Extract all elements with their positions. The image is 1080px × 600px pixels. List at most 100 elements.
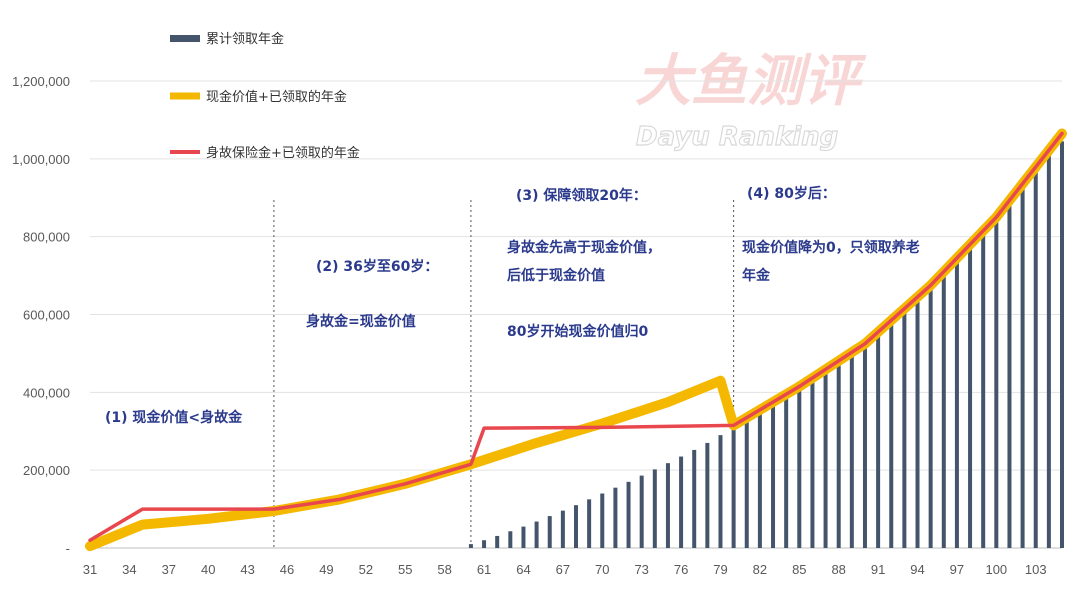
x-tick-label: 61	[477, 562, 491, 577]
y-tick-label: 400,000	[23, 385, 70, 400]
bar	[968, 244, 973, 548]
watermark-brand-en: Dayu Ranking	[636, 122, 838, 152]
annotation-period-3-title: (3) 保障领取20年：	[516, 187, 647, 204]
grid	[90, 80, 1062, 549]
x-tick-label: 37	[162, 562, 176, 577]
bar	[587, 499, 592, 548]
watermark: 大鱼测评 Dayu Ranking	[635, 49, 867, 153]
x-tick-label: 91	[871, 562, 885, 577]
bar	[1020, 184, 1025, 549]
x-tick-label: 58	[437, 562, 451, 577]
x-tick-label: 94	[910, 562, 924, 577]
bar	[652, 469, 657, 548]
annotation-period-4-title: (4) 80岁后：	[747, 185, 836, 202]
bar	[468, 544, 473, 548]
x-tick-label: 64	[516, 562, 530, 577]
x-tick-label: 97	[950, 562, 964, 577]
bar	[718, 435, 723, 548]
bar	[521, 526, 526, 548]
legend-swatch-bars	[170, 35, 200, 42]
bars-series	[468, 141, 1064, 549]
bar	[1060, 141, 1064, 548]
annotation-period-4-line1: 现金价值降为0，只领取养老	[742, 239, 920, 256]
bar	[797, 387, 802, 548]
x-tick-label: 85	[792, 562, 806, 577]
bar	[665, 463, 670, 548]
bar	[1007, 199, 1012, 548]
bar	[679, 456, 684, 548]
x-tick-label: 79	[713, 562, 727, 577]
bar	[692, 449, 697, 548]
annotation-period-4-line2: 年金	[742, 267, 771, 284]
x-tick-label: 49	[319, 562, 333, 577]
bar	[823, 369, 828, 548]
y-tick-label: 1,200,000	[12, 74, 70, 89]
y-tick-label: 600,000	[23, 308, 70, 323]
bar	[928, 284, 933, 548]
x-tick-label: 73	[634, 562, 648, 577]
bar	[994, 215, 999, 548]
legend-label-bars: 累计领取年金	[206, 31, 284, 47]
bar	[810, 378, 815, 548]
annotation-period-3-line2: 后低于现金价值	[507, 267, 605, 284]
legend-label-cash: 现金价值+已领取的年金	[206, 89, 347, 105]
annotation-period-2-title: (2) 36岁至60岁：	[316, 258, 438, 275]
x-tick-label: 100	[985, 562, 1007, 577]
bar	[981, 229, 986, 548]
bar	[941, 271, 946, 548]
bar	[534, 521, 539, 548]
y-tick-label: 200,000	[23, 463, 70, 478]
bar	[1033, 166, 1038, 548]
annotation-period-1: (1) 现金价值<身故金	[105, 409, 243, 426]
legend-label-death: 身故保险金+已领取的年金	[206, 145, 360, 161]
lines-series	[85, 128, 1067, 552]
bar	[889, 320, 894, 548]
bar	[1046, 151, 1051, 549]
bar	[744, 421, 749, 548]
bar	[547, 516, 552, 548]
x-tick-label: 52	[359, 562, 373, 577]
bar	[560, 510, 565, 548]
x-tick-label: 40	[201, 562, 215, 577]
y-tick-label: 1,000,000	[12, 152, 70, 167]
annotation-period-2-body: 身故金=现金价值	[306, 313, 416, 330]
x-tick-label: 34	[122, 562, 136, 577]
bar	[639, 475, 644, 548]
x-tick-label: 70	[595, 562, 609, 577]
bar	[836, 361, 841, 548]
bar	[757, 413, 762, 548]
bar	[495, 535, 500, 548]
bar	[600, 493, 605, 548]
bar	[915, 296, 920, 548]
bar	[902, 308, 907, 548]
bar	[771, 404, 776, 548]
legend: 累计领取年金 现金价值+已领取的年金 身故保险金+已领取的年金	[170, 31, 360, 161]
annotations: (1) 现金价值<身故金 (2) 36岁至60岁： 身故金=现金价值 (3) 保…	[105, 185, 920, 426]
x-tick-label: 103	[1025, 562, 1047, 577]
annotation-period-3-line3: 80岁开始现金价值归0	[507, 323, 648, 340]
bar	[482, 540, 487, 548]
bar	[954, 258, 959, 548]
bar	[705, 442, 710, 548]
y-tick-label: -	[66, 541, 70, 556]
y-tick-label: 800,000	[23, 230, 70, 245]
x-axis-ticks: 31 34 37 40 43 46 49 52 55 58 61 64 67 70 73 76 79 82 85 88…	[83, 562, 1047, 577]
bar	[849, 351, 854, 548]
bar	[876, 331, 881, 548]
series-line-death-benefit	[88, 131, 1064, 542]
bar	[862, 341, 867, 548]
x-tick-label: 46	[280, 562, 294, 577]
x-tick-label: 43	[240, 562, 254, 577]
y-axis-ticks: - 200,000 400,000 600,000 800,000 1,000,000 1,…	[12, 74, 70, 556]
x-tick-label: 82	[753, 562, 767, 577]
bar	[508, 531, 513, 548]
annotation-period-3-line1: 身故金先高于现金价值，	[507, 239, 661, 256]
x-tick-label: 67	[556, 562, 570, 577]
x-tick-label: 88	[831, 562, 845, 577]
x-tick-label: 76	[674, 562, 688, 577]
x-tick-label: 55	[398, 562, 412, 577]
bar	[613, 487, 618, 548]
bar	[731, 429, 736, 548]
bar	[784, 396, 789, 548]
